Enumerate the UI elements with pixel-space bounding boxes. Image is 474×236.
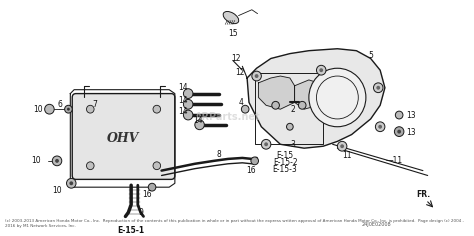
Text: 14: 14 [193, 116, 202, 125]
Text: 11: 11 [342, 152, 352, 160]
Circle shape [66, 178, 76, 188]
Text: 10: 10 [52, 185, 62, 195]
Text: 12: 12 [231, 54, 240, 63]
Circle shape [69, 181, 73, 185]
Text: 15: 15 [228, 29, 237, 38]
Circle shape [374, 83, 383, 93]
Circle shape [195, 120, 204, 130]
Circle shape [64, 105, 72, 113]
Text: 14: 14 [179, 107, 188, 116]
Text: —11: —11 [386, 156, 403, 165]
Circle shape [153, 105, 161, 113]
Circle shape [319, 68, 323, 72]
Text: 10: 10 [33, 105, 43, 114]
Circle shape [340, 144, 344, 148]
Circle shape [299, 101, 306, 109]
Circle shape [55, 159, 59, 163]
Text: OHV: OHV [107, 132, 140, 145]
Circle shape [86, 105, 94, 113]
Circle shape [378, 125, 382, 129]
Text: E-15-2: E-15-2 [273, 158, 297, 167]
Text: E-15-1: E-15-1 [118, 226, 145, 235]
Text: 13: 13 [406, 110, 415, 120]
Text: (c) 2003-2013 American Honda Motor Co., Inc.  Reproduction of the contents of th: (c) 2003-2013 American Honda Motor Co., … [5, 219, 464, 228]
Circle shape [376, 86, 380, 90]
Circle shape [317, 65, 326, 75]
Text: 5: 5 [368, 51, 373, 60]
Text: 3: 3 [290, 140, 295, 149]
Polygon shape [295, 80, 321, 109]
FancyBboxPatch shape [72, 94, 175, 179]
Circle shape [375, 122, 385, 132]
Text: 4: 4 [239, 98, 244, 107]
Circle shape [397, 130, 401, 134]
Circle shape [264, 142, 268, 146]
Text: 10: 10 [31, 156, 41, 165]
Circle shape [183, 99, 193, 109]
Text: 8: 8 [216, 150, 221, 159]
Polygon shape [247, 49, 385, 148]
Circle shape [394, 127, 404, 136]
Text: E-15: E-15 [276, 152, 294, 160]
Text: ARParts.net: ARParts.net [195, 112, 261, 122]
Circle shape [45, 104, 54, 114]
Text: 24J0E02008: 24J0E02008 [361, 222, 391, 227]
Circle shape [272, 101, 279, 109]
Circle shape [183, 89, 193, 98]
Circle shape [309, 68, 366, 127]
Circle shape [67, 108, 70, 111]
Text: E-15-3: E-15-3 [273, 165, 298, 174]
Text: 2: 2 [291, 105, 295, 114]
Circle shape [252, 71, 261, 81]
Circle shape [395, 111, 403, 119]
Circle shape [255, 74, 258, 78]
Circle shape [86, 162, 94, 170]
Ellipse shape [223, 12, 239, 24]
Text: 12: 12 [236, 68, 245, 77]
Circle shape [251, 157, 258, 165]
Polygon shape [258, 76, 295, 109]
Text: 16: 16 [143, 190, 152, 199]
Text: 7: 7 [92, 100, 98, 109]
Text: 9: 9 [138, 208, 143, 217]
Circle shape [261, 139, 271, 149]
Text: 6: 6 [57, 100, 62, 109]
Text: 14: 14 [179, 96, 188, 105]
Circle shape [337, 141, 347, 151]
Text: 14: 14 [179, 83, 188, 92]
Circle shape [153, 162, 161, 170]
Circle shape [183, 110, 193, 120]
Text: 16: 16 [246, 166, 255, 175]
Circle shape [148, 183, 156, 191]
Text: FR.: FR. [416, 190, 430, 199]
Circle shape [287, 123, 293, 130]
Circle shape [241, 105, 249, 113]
Text: 13: 13 [406, 128, 415, 137]
Circle shape [52, 156, 62, 166]
